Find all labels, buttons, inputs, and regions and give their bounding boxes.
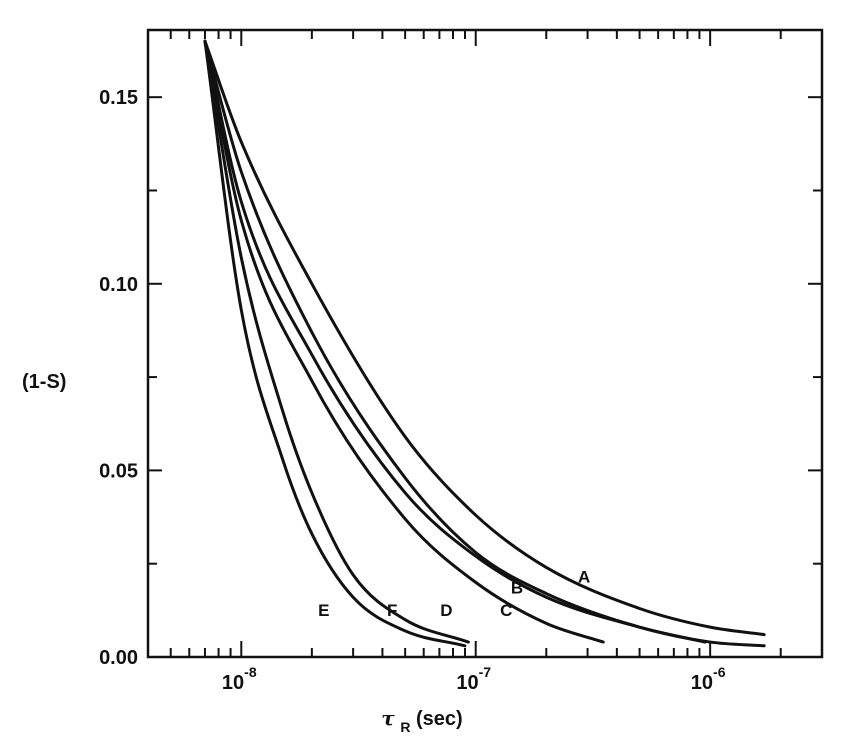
curve-f: [203, 39, 470, 644]
x-tick-label-exponent: -6: [713, 664, 726, 680]
curve-label-d: D: [440, 601, 452, 620]
y-tick-label: 0.05: [99, 460, 138, 482]
x-tick-label-exponent: -8: [244, 664, 257, 680]
x-tick-label: 10-7: [456, 664, 491, 694]
x-axis-label-subscript: R: [400, 719, 410, 735]
x-tick-label: 10-6: [691, 664, 726, 694]
x-tick-label: 10-8: [222, 664, 257, 694]
curve-d: [203, 39, 605, 644]
plot-frame-group: [146, 28, 824, 659]
x-tick-label-exponent: -7: [479, 664, 492, 680]
curve-label-e: E: [318, 601, 329, 620]
curve-a: [203, 39, 766, 637]
axis-ticks: [147, 30, 823, 658]
x-tick-label-base: 10: [456, 672, 478, 694]
y-tick-label: 0.10: [99, 274, 138, 296]
curve-label-a: A: [578, 567, 590, 586]
x-tick-label-base: 10: [222, 672, 244, 694]
x-axis-label-symbol: τ: [381, 706, 395, 730]
curve-b: [203, 39, 766, 648]
curve-e: [203, 39, 467, 648]
plot-frame: [146, 28, 824, 659]
x-axis-label: τ R (sec): [381, 706, 462, 737]
y-axis-label: (1-S): [22, 371, 66, 393]
x-tick-label-base: 10: [691, 672, 713, 694]
curve-c: [203, 39, 707, 644]
y-tick-label: 0.00: [99, 647, 138, 669]
x-axis-label-unit: (sec): [416, 708, 463, 730]
y-tick-label: 0.15: [99, 87, 138, 109]
curve-label-f: F: [387, 601, 397, 620]
